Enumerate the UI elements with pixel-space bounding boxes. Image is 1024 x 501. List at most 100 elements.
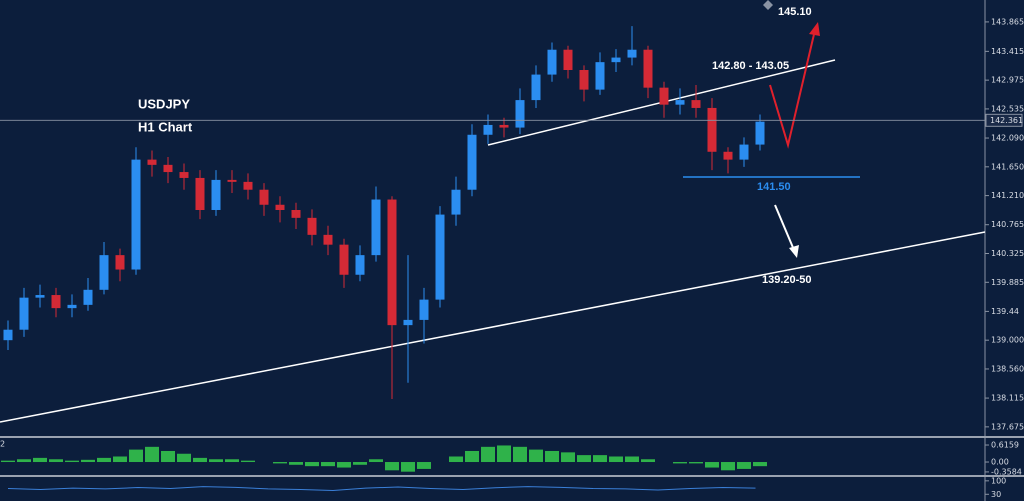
- candle-body: [291, 209, 301, 218]
- histogram-bar: [753, 462, 767, 467]
- histogram-bar: [337, 462, 351, 468]
- candle-body: [579, 69, 589, 90]
- candle-body: [99, 255, 109, 290]
- histogram-bar: [241, 460, 255, 463]
- y-tick-label: -0.3584: [991, 467, 1022, 476]
- candle-body: [643, 49, 653, 88]
- candle-body: [499, 124, 509, 128]
- annotation: 145.10: [778, 6, 812, 18]
- arrow: [769, 29, 816, 149]
- y-tick-label: 0.00: [991, 458, 1009, 467]
- histogram-bar: [129, 449, 143, 463]
- arrow-head: [809, 22, 820, 36]
- histogram-bar: [721, 462, 735, 471]
- histogram-bar: [497, 445, 511, 463]
- y-tick-label: 30: [991, 490, 1001, 499]
- histogram-bar: [33, 457, 47, 463]
- histogram-bar: [625, 456, 639, 463]
- candle-body: [179, 172, 189, 178]
- histogram-bar: [289, 462, 303, 465]
- y-tick-label: 140.765: [991, 220, 1024, 229]
- histogram-bar: [385, 462, 399, 471]
- candle-body: [83, 289, 93, 305]
- candle-body: [51, 295, 61, 309]
- histogram-bar: [449, 456, 463, 463]
- candle-body: [339, 244, 349, 275]
- histogram-bar: [17, 459, 31, 463]
- histogram-bar: [81, 459, 95, 463]
- candle-body: [531, 74, 541, 101]
- histogram-bar: [641, 459, 655, 463]
- histogram-bar: [705, 462, 719, 468]
- y-tick-label: 141.210: [991, 191, 1024, 200]
- candle-body: [67, 304, 77, 309]
- candle-body: [243, 181, 253, 190]
- histogram-bar: [577, 455, 591, 463]
- candle-body: [147, 159, 157, 165]
- candle-body: [691, 100, 701, 108]
- candle-body: [515, 100, 525, 128]
- y-tick-label: 100: [991, 476, 1006, 485]
- histogram-bar: [529, 449, 543, 463]
- timeframe: H1 Chart: [138, 119, 193, 134]
- y-tick-label: 138.115: [991, 394, 1024, 403]
- histogram-bar: [401, 462, 415, 472]
- candle-body: [371, 199, 381, 256]
- histogram-bar: [177, 453, 191, 463]
- histogram-bar: [561, 452, 575, 463]
- histogram-bar: [161, 450, 175, 463]
- candle-body: [227, 179, 237, 182]
- candle-body: [675, 100, 685, 105]
- y-tick-label: 143.415: [991, 47, 1024, 56]
- y-tick-label: 143.865: [991, 17, 1024, 26]
- histogram-bar: [209, 459, 223, 463]
- trend-line: [0, 231, 986, 423]
- marker: [763, 0, 773, 10]
- histogram-bar: [417, 462, 431, 469]
- histogram-bar: [65, 460, 79, 463]
- y-tick-label: 141.650: [991, 162, 1024, 171]
- candle-body: [627, 49, 637, 58]
- candle-body: [275, 204, 285, 210]
- y-tick-label: 140.325: [991, 249, 1024, 258]
- last-price-box: [985, 113, 1023, 127]
- histogram-bar: [369, 459, 383, 463]
- histogram-bar: [1, 460, 15, 463]
- oscillator-line: [7, 486, 756, 491]
- y-tick-label: 0.6159: [991, 441, 1019, 450]
- y-tick-label: 137.675: [991, 422, 1024, 431]
- candle-body: [451, 189, 461, 215]
- histogram-bar: [353, 462, 367, 465]
- histogram-bar: [145, 446, 159, 463]
- candle-body: [419, 299, 429, 320]
- candle-body: [195, 177, 205, 210]
- histogram-bar: [737, 462, 751, 469]
- candle-body: [323, 234, 333, 245]
- candle-body: [403, 319, 413, 326]
- candle-body: [435, 214, 445, 300]
- candle-body: [355, 255, 365, 275]
- candle-body: [35, 295, 45, 298]
- candle-body: [211, 179, 221, 210]
- histogram-bar: [97, 457, 111, 463]
- candle-body: [483, 124, 493, 135]
- candle-body: [707, 107, 717, 152]
- histogram-bar: [545, 450, 559, 463]
- candle-body: [467, 134, 477, 190]
- y-tick-label: 142.535: [991, 104, 1024, 113]
- y-tick-label: 142.975: [991, 76, 1024, 85]
- y-tick-label: 142.090: [991, 134, 1024, 143]
- histogram-bar: [273, 462, 287, 464]
- candle-body: [19, 297, 29, 330]
- candle-body: [611, 57, 621, 63]
- arrow-head: [789, 245, 799, 258]
- candle-body: [739, 144, 749, 160]
- histogram-bar: [321, 462, 335, 467]
- y-tick-label: 139.44: [991, 307, 1019, 316]
- histogram-bar: [481, 446, 495, 463]
- y-tick-label: 138.560: [991, 364, 1024, 373]
- candle-body: [259, 189, 269, 205]
- y-tick-label: 139.000: [991, 336, 1024, 345]
